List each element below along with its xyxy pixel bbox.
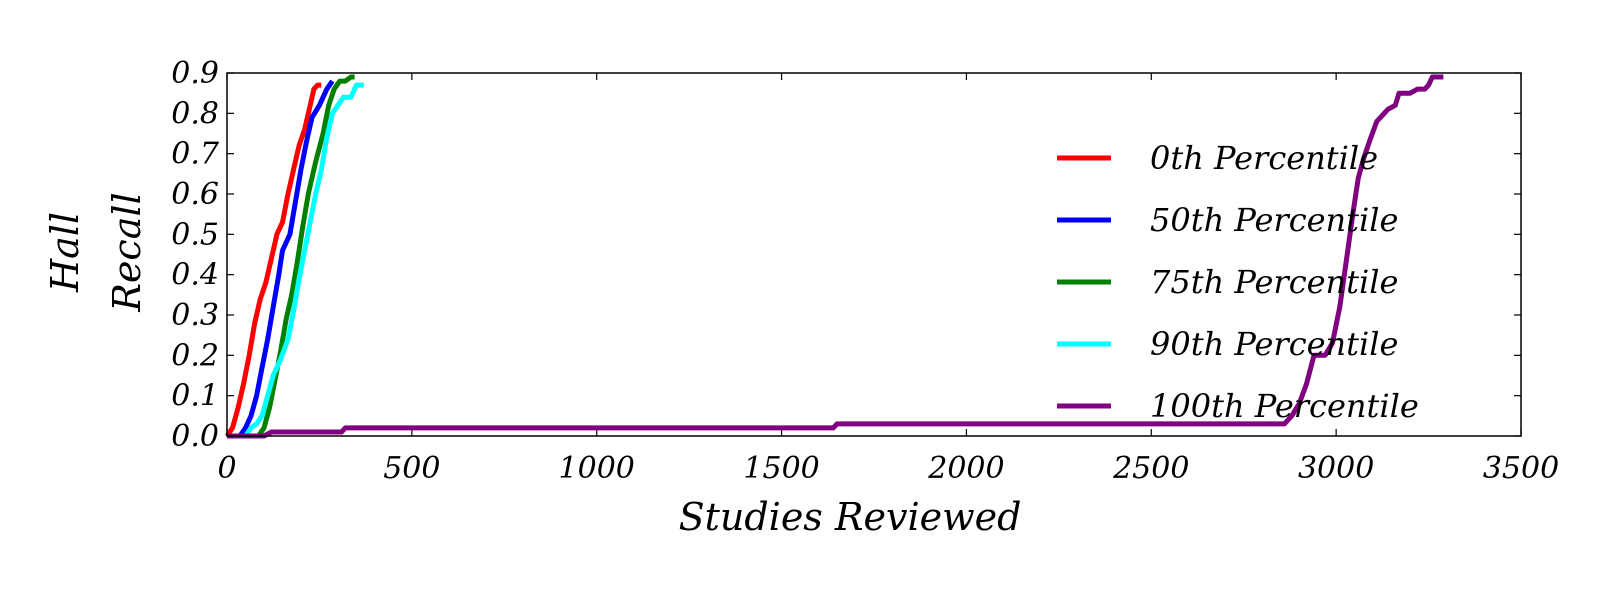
series-line-2 bbox=[256, 74, 355, 438]
y-tick-label: 0.1 bbox=[171, 379, 219, 414]
y-tick-label: 0.9 bbox=[171, 56, 219, 91]
y-tick-label: 0.0 bbox=[171, 419, 219, 454]
legend-label-4: 100th Percentile bbox=[1150, 387, 1419, 425]
x-tick-label: 2000 bbox=[927, 451, 1004, 486]
y-axis-title-line-1: Hall bbox=[43, 212, 87, 293]
legend: 0th Percentile 50th Percentile 75th Percen… bbox=[1057, 139, 1419, 425]
x-tick-label: 3500 bbox=[1483, 451, 1559, 486]
y-tick-label: 0.4 bbox=[171, 258, 219, 293]
series-lines bbox=[224, 74, 1444, 439]
x-tick-label: 2500 bbox=[1112, 451, 1189, 486]
y-tick-labels: 0.0 0.1 0.2 0.3 0.4 0.5 0.6 0.7 0.8 0.9 bbox=[171, 56, 220, 454]
legend-label-2: 75th Percentile bbox=[1150, 263, 1398, 301]
series-line-3 bbox=[243, 82, 364, 438]
series-line-0 bbox=[224, 82, 322, 438]
y-axis-title-line-2: Recall bbox=[105, 192, 149, 312]
x-tick-labels: 0 500 1000 1500 2000 2500 3000 3500 bbox=[217, 451, 1559, 486]
y-tick-label: 0.3 bbox=[171, 298, 219, 333]
plot-area-frame bbox=[226, 72, 1522, 437]
x-tick-label: 3000 bbox=[1298, 451, 1374, 486]
y-tick-label: 0.6 bbox=[171, 177, 219, 212]
series-line-1 bbox=[237, 79, 335, 438]
axis-ticks bbox=[226, 72, 1522, 437]
legend-label-1: 50th Percentile bbox=[1150, 201, 1398, 239]
legend-label-3: 90th Percentile bbox=[1150, 325, 1398, 363]
x-tick-label: 1500 bbox=[743, 451, 819, 486]
y-tick-label: 0.5 bbox=[171, 217, 219, 252]
series-line-4 bbox=[227, 74, 1444, 439]
x-tick-label: 1000 bbox=[559, 451, 635, 486]
x-tick-label: 500 bbox=[383, 451, 440, 486]
y-tick-label: 0.2 bbox=[171, 338, 219, 373]
legend-label-0: 0th Percentile bbox=[1150, 139, 1378, 177]
x-tick-label: 0 bbox=[217, 451, 236, 486]
y-tick-label: 0.8 bbox=[171, 96, 219, 131]
y-tick-label: 0.7 bbox=[171, 137, 220, 172]
x-axis-title: Studies Reviewed bbox=[679, 495, 1022, 539]
